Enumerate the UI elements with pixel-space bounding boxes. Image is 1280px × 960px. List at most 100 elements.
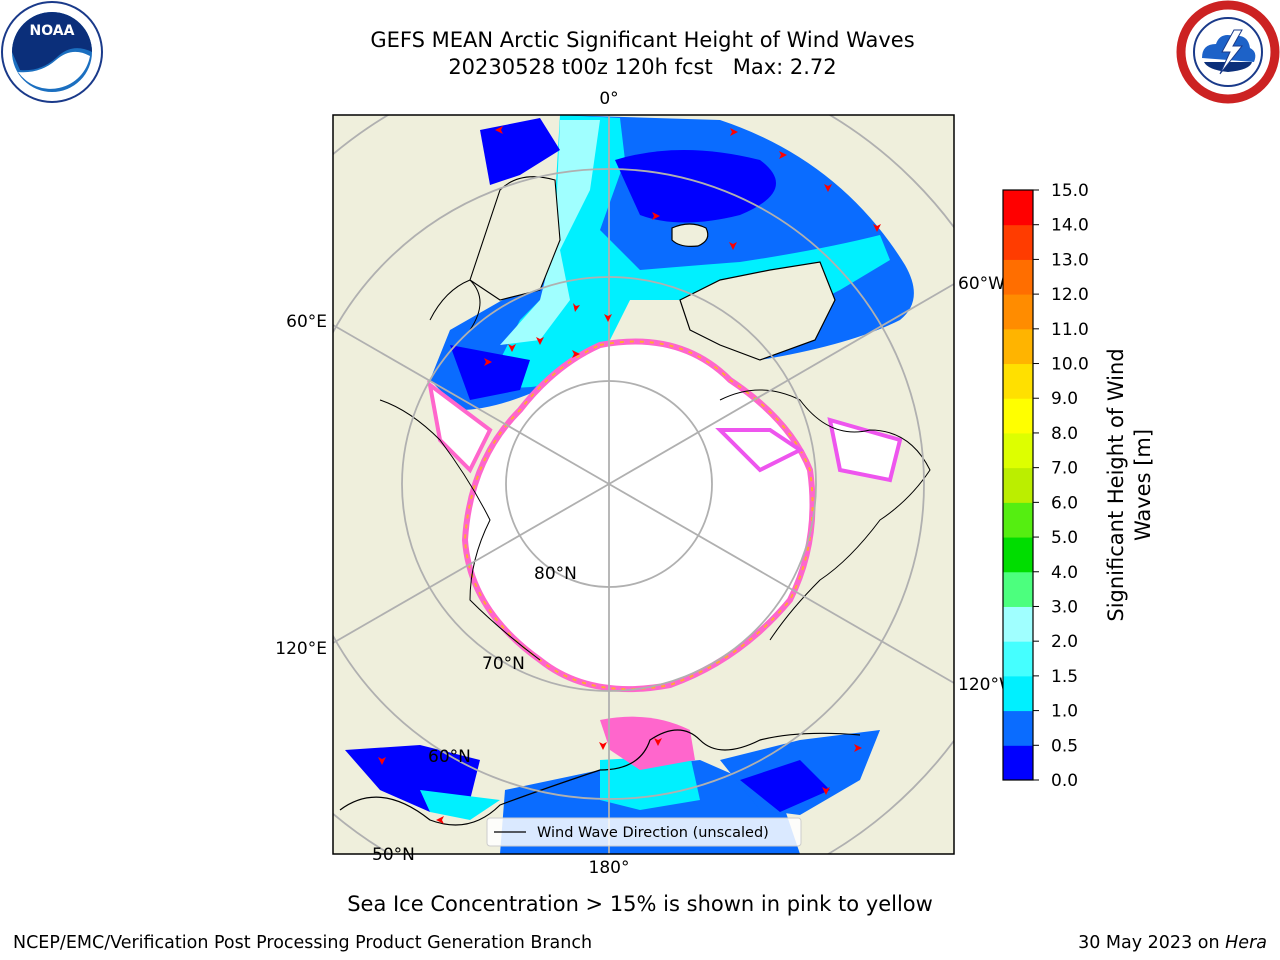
meridian-label-60e: 60°E [286,312,327,332]
colorbar-tick-label: 5.0 [1051,528,1078,548]
arrow [654,738,662,746]
colorbar-tick-label: 10.0 [1051,355,1089,375]
colorbar-segment [1003,710,1033,746]
map-title: GEFS MEAN Arctic Significant Height of W… [370,28,915,52]
coast-canada [719,389,931,641]
map-subtitle: 20230528 t00z 120h fcst Max: 2.72 [448,55,837,79]
wave-field-okhotsk-1p5 [420,790,500,820]
nws-logo-icon [1176,0,1280,104]
footer-date: 30 May 2023 on Hera [1078,930,1267,956]
sea-ice-kara [427,380,493,474]
colorbar-tick-label: 1.0 [1051,702,1078,722]
wave-field-baltic [480,118,560,185]
arrow [495,126,503,134]
colorbar-segment [1003,294,1033,330]
colorbar-segment [1003,571,1033,607]
colorbar-segment [1003,502,1033,538]
colorbar-tick-label: 3.0 [1051,597,1078,617]
sea-ice-caption: Sea Ice Concentration > 15% is shown in … [347,892,933,916]
colorbar-tick-label: 7.0 [1051,459,1078,479]
noaa-logo-icon: NOAA [1,1,103,103]
parallel-label-50n: 50°N [372,845,415,865]
noaa-logo: NOAA [1,1,103,103]
colorbar-tick-label: 6.0 [1051,493,1078,513]
colorbar-tick-label: 0.5 [1051,736,1078,756]
wave-field-bering-1p5 [600,755,700,810]
colorbar-tick-label: 11.0 [1051,320,1089,340]
parallel-label-70n: 70°N [482,654,525,674]
greenland [679,261,836,361]
arrow [536,337,544,345]
scandinavia [469,176,561,301]
wave-field-norwegian-low [615,150,776,223]
coast-novaya-zemlya [429,279,481,331]
colorbar-segment [1003,641,1033,677]
colorbar-tick-label: 12.0 [1051,285,1089,305]
colorbar-segment [1003,537,1033,573]
wind-wave-arrows [378,126,881,824]
colorbar-segment [1003,606,1033,642]
sea-ice-hudson [827,417,903,483]
arrow [730,128,738,136]
colorbar-label-line2: Waves [m] [1131,429,1155,541]
footer-credit: NCEP/EMC/Verification Post Processing Pr… [13,933,593,953]
colorbar-tick-label: 2.0 [1051,632,1078,652]
footer-host: Hera [1225,933,1267,953]
graticule [333,115,954,854]
wave-field-nordic-2p0 [500,120,600,345]
arrow [729,242,737,250]
meridian-label-120e: 120°E [275,639,327,659]
coast-siberia [379,399,541,661]
arrow [378,757,386,765]
arrow [824,184,832,192]
colorbar-segment [1003,190,1033,226]
nws-logo [1176,0,1280,104]
colorbar-frame [1002,189,1034,781]
map-legend: Wind Wave Direction (unscaled) [486,817,802,847]
colorbar-tick-label: 0.0 [1051,771,1078,791]
parallel-label-60n: 60°N [428,747,471,767]
sea-ice-archipelago [715,428,804,473]
wave-field-barents-low [450,345,530,400]
parallel-label-80n: 80°N [534,564,577,584]
wave-field-gulf-alaska-low [740,760,830,812]
arrow [779,151,787,159]
meridian-label-0: 0° [599,89,618,109]
colorbar-segment [1003,398,1033,434]
arrow [508,344,516,352]
colorbar-segment [1003,328,1033,365]
map-frame [332,114,955,855]
arrow [484,358,492,366]
arrow [572,350,580,358]
arrow [854,744,862,752]
colorbar-segment [1003,745,1033,781]
arrow [599,742,607,750]
colorbar-segment [1003,675,1033,712]
colorbar-tick-label: 15.0 [1051,181,1089,201]
footer-date-text: 30 May 2023 on [1078,933,1226,953]
colorbar-segment [1003,467,1033,503]
colorbar-segment [1003,224,1033,260]
legend-label: Wind Wave Direction (unscaled) [537,825,769,841]
arrow [436,816,444,824]
arrow [573,303,580,312]
colorbar-segment [1003,432,1033,469]
iceland [671,223,709,247]
colorbar-tick-label: 4.0 [1051,563,1078,583]
colorbar: 0.0 0.5 1.0 1.5 2.0 3.0 4.0 5.0 6.0 7.0 8.0 9.0 10.0… [1002,181,1089,791]
colorbar-segment [1003,363,1033,399]
colorbar-tick-label: 13.0 [1051,250,1089,270]
arrow [822,787,830,795]
meridian-label-180: 180° [589,858,630,878]
colorbar-segment [1003,259,1033,295]
arrow [873,224,881,232]
colorbar-label: Significant Height of Wind Waves [m] [1104,348,1155,621]
colorbar-tick-label: 8.0 [1051,424,1078,444]
colorbar-tick-label: 9.0 [1051,389,1078,409]
meridian-label-120w: 120°W [958,675,1016,695]
noaa-logo-text: NOAA [30,23,75,39]
colorbar-label-line1: Significant Height of Wind [1104,348,1128,621]
coast-pacific [339,729,861,826]
colorbar-tick-label: 1.5 [1051,667,1078,687]
